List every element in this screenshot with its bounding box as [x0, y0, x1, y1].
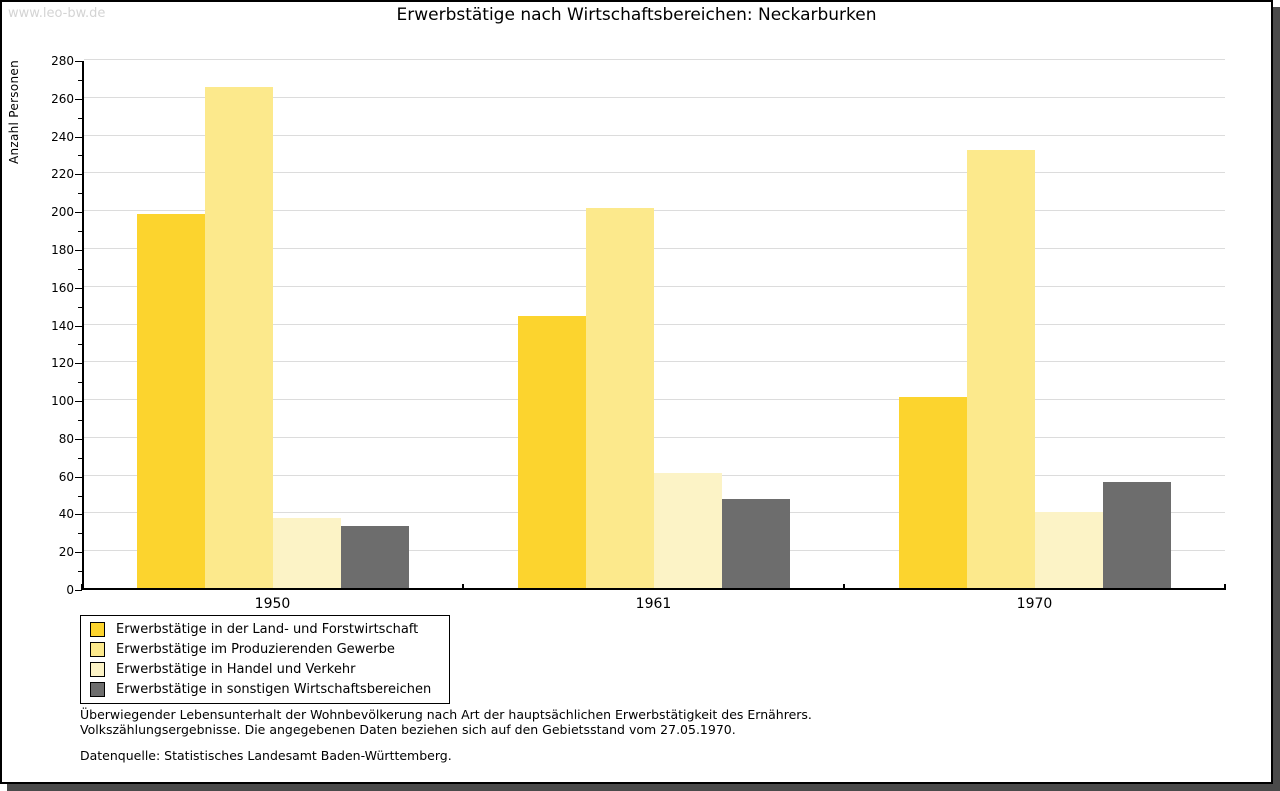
y-minor-tick-mark — [78, 306, 82, 308]
gridline — [84, 59, 1225, 60]
bar-1961-series-3 — [653, 473, 722, 588]
y-tick-label: 160 — [51, 280, 74, 295]
footnote: Überwiegender Lebensunterhalt der Wohnbe… — [80, 707, 812, 737]
y-tick-mark — [75, 287, 82, 289]
y-tick-label: 20 — [58, 545, 74, 560]
gridline — [84, 285, 1225, 287]
y-tick-mark — [75, 514, 82, 516]
y-tick-label: 200 — [51, 205, 74, 220]
legend-swatch-land-forstwirtschaft — [90, 621, 105, 637]
y-minor-tick-mark — [78, 571, 82, 573]
gridline — [84, 210, 1225, 212]
x-tick-mark — [1224, 584, 1226, 590]
y-minor-tick-mark — [78, 533, 82, 535]
bar-1950-series-1 — [136, 214, 205, 588]
y-minor-tick-mark — [78, 457, 82, 459]
y-tick-mark — [75, 98, 82, 100]
y-minor-tick-mark — [78, 155, 82, 157]
x-category-label: 1970 — [1016, 596, 1053, 612]
y-minor-tick-mark — [78, 193, 82, 195]
y-minor-tick-mark — [78, 419, 82, 421]
y-tick-label: 140 — [51, 318, 74, 333]
y-tick-mark — [75, 325, 82, 327]
y-minor-tick-mark — [78, 117, 82, 119]
legend-label: Erwerbstätige im Produzierenden Gewerbe — [116, 641, 395, 657]
y-tick-mark — [75, 363, 82, 365]
bar-1970-series-4 — [1102, 482, 1171, 588]
data-source: Datenquelle: Statistisches Landesamt Bad… — [80, 748, 452, 763]
y-tick-mark — [75, 136, 82, 138]
footnote-line-2: Volkszählungsergebnisse. Die angegebenen… — [80, 721, 736, 737]
y-tick-label: 60 — [58, 469, 74, 484]
bar-1950-series-2 — [204, 87, 273, 588]
gridline — [84, 323, 1225, 325]
legend-swatch-produzierendes-gewerbe — [90, 641, 105, 657]
bar-1961-series-2 — [585, 208, 654, 588]
x-tick-mark — [843, 584, 845, 590]
y-tick-label: 260 — [51, 91, 74, 106]
y-minor-tick-mark — [78, 382, 82, 384]
y-tick-mark — [75, 174, 82, 176]
bar-1950-series-4 — [340, 526, 409, 588]
y-tick-mark — [75, 61, 82, 62]
y-tick-label: 280 — [51, 54, 74, 68]
legend-label: Erwerbstätige in sonstigen Wirtschaftsbe… — [116, 681, 432, 697]
y-tick-mark — [75, 212, 82, 214]
gridline — [84, 96, 1225, 98]
bar-1970-series-3 — [1034, 512, 1103, 588]
y-tick-mark — [75, 249, 82, 251]
legend-label: Erwerbstätige in der Land- und Forstwirt… — [116, 621, 419, 637]
legend-item: Erwerbstätige in Handel und Verkehr — [81, 659, 449, 679]
legend-swatch-handel-verkehr — [90, 661, 105, 677]
y-tick-label: 100 — [51, 394, 74, 409]
gridline — [84, 399, 1225, 401]
gridline — [84, 134, 1225, 136]
y-minor-tick-mark — [78, 495, 82, 497]
y-tick-label: 0 — [66, 583, 74, 597]
bar-1961-series-1 — [517, 316, 586, 588]
bar-1950-series-3 — [272, 518, 341, 588]
x-tick-mark — [462, 584, 464, 590]
y-tick-label: 240 — [51, 129, 74, 144]
legend-item: Erwerbstätige in der Land- und Forstwirt… — [81, 619, 449, 639]
y-tick-label: 220 — [51, 167, 74, 182]
y-axis-label: Anzahl Personen — [7, 60, 21, 165]
legend-item: Erwerbstätige in sonstigen Wirtschaftsbe… — [81, 679, 449, 699]
y-tick-label: 40 — [58, 507, 74, 522]
footnote-line-1: Überwiegender Lebensunterhalt der Wohnbe… — [80, 707, 812, 722]
legend-label: Erwerbstätige in Handel und Verkehr — [116, 661, 356, 677]
legend: Erwerbstätige in der Land- und Forstwirt… — [80, 615, 450, 704]
gridline — [84, 361, 1225, 363]
bar-1970-series-1 — [898, 397, 967, 588]
chart-title: Erwerbstätige nach Wirtschaftsbereichen:… — [396, 5, 877, 25]
y-minor-tick-mark — [78, 268, 82, 270]
y-tick-mark — [75, 476, 82, 478]
y-minor-tick-mark — [78, 231, 82, 233]
y-tick-label: 180 — [51, 242, 74, 257]
y-minor-tick-mark — [78, 79, 82, 81]
y-minor-tick-mark — [78, 344, 82, 346]
legend-item: Erwerbstätige im Produzierenden Gewerbe — [81, 639, 449, 659]
plot-area — [82, 59, 1225, 590]
x-tick-mark — [81, 584, 83, 590]
gridline — [84, 436, 1225, 438]
y-tick-label: 120 — [51, 356, 74, 371]
gridline — [84, 172, 1225, 174]
legend-swatch-sonstige-bereiche — [90, 681, 105, 697]
y-tick-label: 80 — [58, 431, 74, 446]
gridline — [84, 247, 1225, 249]
y-tick-mark — [75, 401, 82, 403]
y-tick-mark — [75, 590, 82, 591]
y-tick-mark — [75, 438, 82, 440]
bar-1970-series-2 — [966, 150, 1035, 588]
watermark: www.leo-bw.de — [8, 6, 106, 21]
x-category-label: 1950 — [254, 596, 291, 612]
bar-1961-series-4 — [721, 499, 790, 588]
x-category-label: 1961 — [635, 596, 672, 612]
y-tick-mark — [75, 552, 82, 554]
